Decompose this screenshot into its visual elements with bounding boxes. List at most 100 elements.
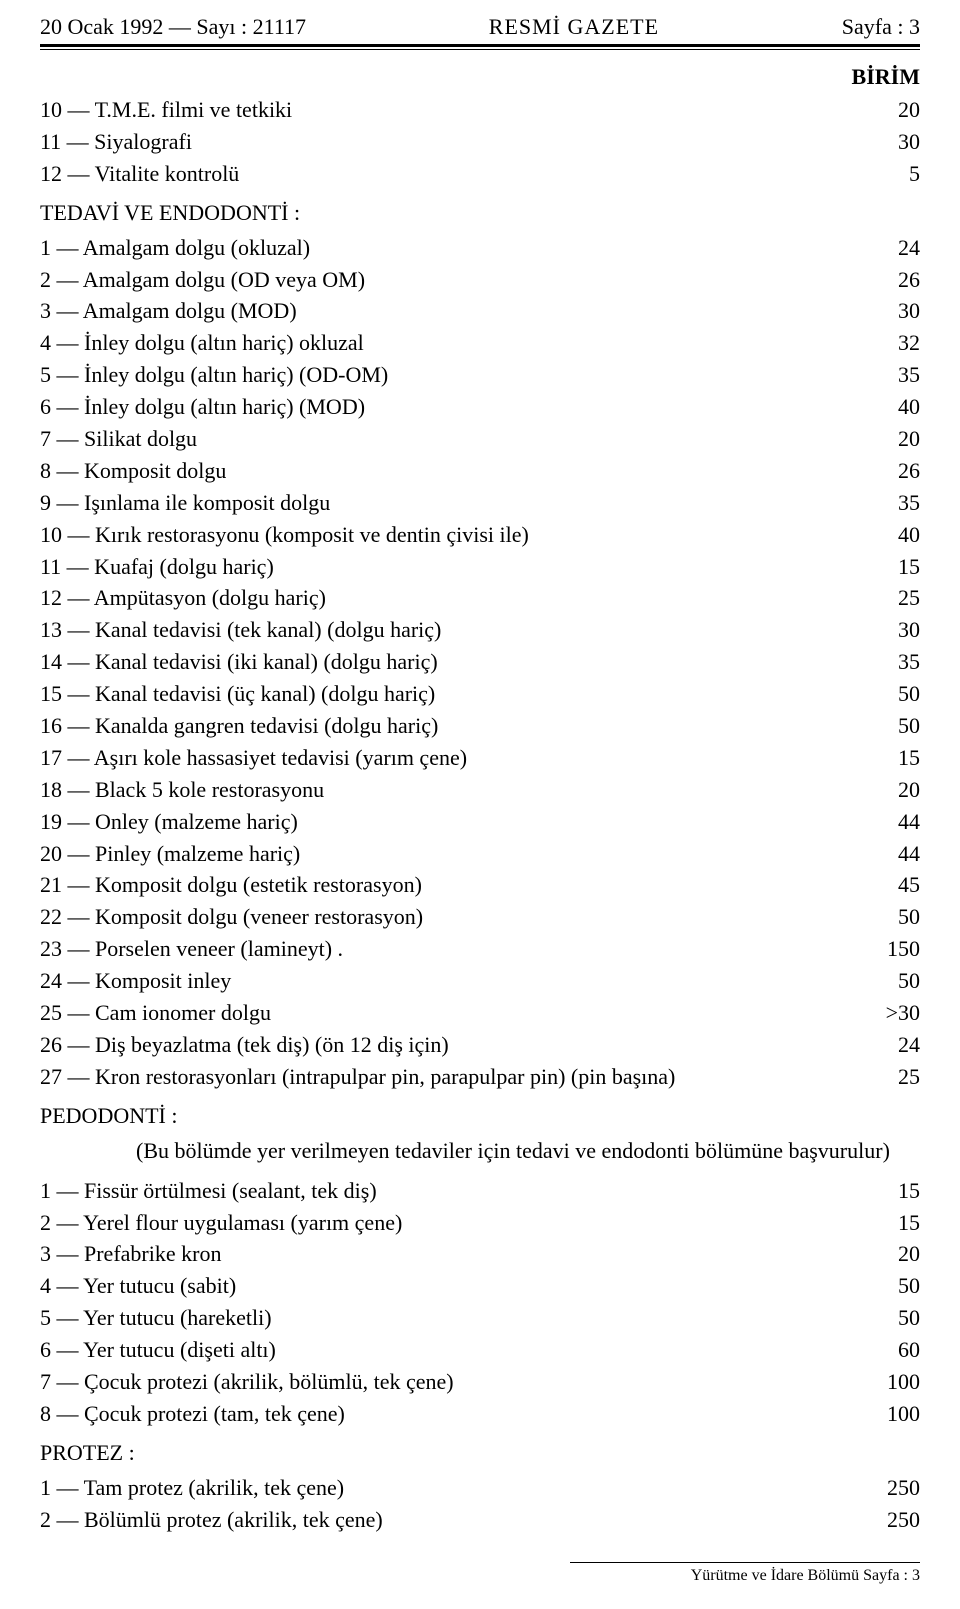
list-item: 2 — Bölümlü protez (akrilik, tek çene)25… [40,1504,920,1536]
item-label: 21 — Komposit dolgu (estetik restorasyon… [40,869,860,901]
item-label: 24 — Komposit inley [40,965,860,997]
item-value: 20 [860,774,920,806]
page-header: 20 Ocak 1992 — Sayı : 21117 RESMİ GAZETE… [40,14,920,44]
list-item: 1 — Fissür örtülmesi (sealant, tek diş)1… [40,1175,920,1207]
list-item: 12 — Vitalite kontrolü5 [40,158,920,190]
item-value: 150 [860,933,920,965]
birim-label: BİRİM [40,64,920,90]
item-value: 60 [860,1334,920,1366]
list-item: 16 — Kanalda gangren tedavisi (dolgu har… [40,710,920,742]
section-pedodonti-note: (Bu bölümde yer verilmeyen tedaviler içi… [40,1135,920,1167]
item-label: 13 — Kanal tedavisi (tek kanal) (dolgu h… [40,614,860,646]
item-label: 12 — Vitalite kontrolü [40,158,860,190]
list-item: 18 — Black 5 kole restorasyonu20 [40,774,920,806]
item-label: 16 — Kanalda gangren tedavisi (dolgu har… [40,710,860,742]
item-value: 26 [860,455,920,487]
item-label: 26 — Diş beyazlatma (tek diş) (ön 12 diş… [40,1029,860,1061]
list-item: 22 — Komposit dolgu (veneer restorasyon)… [40,901,920,933]
item-label: 7 — Silikat dolgu [40,423,860,455]
list-item: 2 — Amalgam dolgu (OD veya OM)26 [40,264,920,296]
item-value: 44 [860,806,920,838]
item-label: 2 — Bölümlü protez (akrilik, tek çene) [40,1504,860,1536]
item-label: 9 — Işınlama ile komposit dolgu [40,487,860,519]
item-value: 25 [860,582,920,614]
item-label: 11 — Kuafaj (dolgu hariç) [40,551,860,583]
list-item: 9 — Işınlama ile komposit dolgu35 [40,487,920,519]
section-protez-items: 1 — Tam protez (akrilik, tek çene)2502 —… [40,1472,920,1536]
item-value: 15 [860,1175,920,1207]
item-value: 50 [860,1270,920,1302]
list-item: 7 — Silikat dolgu20 [40,423,920,455]
list-item: 14 — Kanal tedavisi (iki kanal) (dolgu h… [40,646,920,678]
top-items: 10 — T.M.E. filmi ve tetkiki2011 — Siyal… [40,94,920,190]
list-item: 25 — Cam ionomer dolgu˃30 [40,997,920,1029]
item-label: 18 — Black 5 kole restorasyonu [40,774,860,806]
item-label: 11 — Siyalografi [40,126,860,158]
item-value: 35 [860,359,920,391]
item-label: 1 — Tam protez (akrilik, tek çene) [40,1472,860,1504]
item-label: 1 — Amalgam dolgu (okluzal) [40,232,860,264]
item-label: 14 — Kanal tedavisi (iki kanal) (dolgu h… [40,646,860,678]
item-value: 30 [860,614,920,646]
section-tedavi-title: TEDAVİ VE ENDODONTİ : [40,200,920,226]
item-value: 40 [860,519,920,551]
list-item: 21 — Komposit dolgu (estetik restorasyon… [40,869,920,901]
item-label: 4 — Yer tutucu (sabit) [40,1270,860,1302]
item-value: 250 [860,1504,920,1536]
item-label: 6 — İnley dolgu (altın hariç) (MOD) [40,391,860,423]
list-item: 5 — Yer tutucu (hareketli)50 [40,1302,920,1334]
item-value: 100 [860,1398,920,1430]
list-item: 2 — Yerel flour uygulaması (yarım çene)1… [40,1207,920,1239]
header-left: 20 Ocak 1992 — Sayı : 21117 [40,14,306,40]
item-value: 50 [860,710,920,742]
list-item: 1 — Tam protez (akrilik, tek çene)250 [40,1472,920,1504]
section-pedodonti-items: 1 — Fissür örtülmesi (sealant, tek diş)1… [40,1175,920,1430]
list-item: 4 — İnley dolgu (altın hariç) okluzal32 [40,327,920,359]
item-label: 27 — Kron restorasyonları (intrapulpar p… [40,1061,860,1093]
list-item: 6 — İnley dolgu (altın hariç) (MOD)40 [40,391,920,423]
item-label: 8 — Komposit dolgu [40,455,860,487]
list-item: 1 — Amalgam dolgu (okluzal)24 [40,232,920,264]
item-value: 15 [860,551,920,583]
item-label: 10 — T.M.E. filmi ve tetkiki [40,94,860,126]
list-item: 10 — Kırık restorasyonu (komposit ve den… [40,519,920,551]
item-label: 6 — Yer tutucu (dişeti altı) [40,1334,860,1366]
item-value: 20 [860,94,920,126]
item-value: 100 [860,1366,920,1398]
item-label: 7 — Çocuk protezi (akrilik, bölümlü, tek… [40,1366,860,1398]
footer-rule [570,1562,920,1563]
item-label: 19 — Onley (malzeme hariç) [40,806,860,838]
page: 20 Ocak 1992 — Sayı : 21117 RESMİ GAZETE… [0,0,960,1609]
item-label: 22 — Komposit dolgu (veneer restorasyon) [40,901,860,933]
list-item: 11 — Kuafaj (dolgu hariç)15 [40,551,920,583]
list-item: 26 — Diş beyazlatma (tek diş) (ön 12 diş… [40,1029,920,1061]
item-value: ˃30 [860,997,920,1029]
item-label: 1 — Fissür örtülmesi (sealant, tek diş) [40,1175,860,1207]
list-item: 7 — Çocuk protezi (akrilik, bölümlü, tek… [40,1366,920,1398]
item-value: 40 [860,391,920,423]
item-label: 3 — Prefabrike kron [40,1238,860,1270]
item-label: 20 — Pinley (malzeme hariç) [40,838,860,870]
item-value: 24 [860,1029,920,1061]
item-label: 15 — Kanal tedavisi (üç kanal) (dolgu ha… [40,678,860,710]
section-tedavi-items: 1 — Amalgam dolgu (okluzal)242 — Amalgam… [40,232,920,1093]
list-item: 10 — T.M.E. filmi ve tetkiki20 [40,94,920,126]
item-value: 250 [860,1472,920,1504]
item-label: 25 — Cam ionomer dolgu [40,997,860,1029]
item-value: 15 [860,1207,920,1239]
list-item: 6 — Yer tutucu (dişeti altı)60 [40,1334,920,1366]
list-item: 8 — Komposit dolgu26 [40,455,920,487]
item-value: 30 [860,126,920,158]
footer-text: Yürütme ve İdare Bölümü Sayfa : 3 [40,1567,920,1585]
item-label: 2 — Amalgam dolgu (OD veya OM) [40,264,860,296]
item-value: 20 [860,423,920,455]
list-item: 23 — Porselen veneer (lamineyt) .150 [40,933,920,965]
item-label: 3 — Amalgam dolgu (MOD) [40,295,860,327]
item-label: 17 — Aşırı kole hassasiyet tedavisi (yar… [40,742,860,774]
list-item: 19 — Onley (malzeme hariç)44 [40,806,920,838]
item-value: 15 [860,742,920,774]
item-value: 24 [860,232,920,264]
list-item: 3 — Amalgam dolgu (MOD)30 [40,295,920,327]
item-label: 12 — Ampütasyon (dolgu hariç) [40,582,860,614]
list-item: 15 — Kanal tedavisi (üç kanal) (dolgu ha… [40,678,920,710]
